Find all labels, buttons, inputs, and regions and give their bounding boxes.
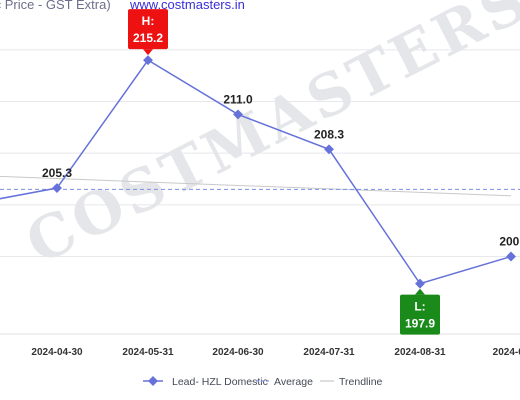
data-point [52, 183, 62, 193]
data-point [324, 144, 334, 155]
x-tick-label: 2024-04-30 [31, 347, 83, 358]
gridlines [0, 49, 520, 335]
low-callout-pointer [415, 288, 425, 295]
high-callout: H: 215.2 [128, 9, 168, 56]
high-callout-pointer [143, 49, 153, 56]
chart-subtitle: asic Price - GST Extra) [0, 0, 111, 12]
data-label: 211.0 [223, 92, 253, 106]
point-labels: 205.3 211.0 208.3 200. H: 215.2 L: 197.9 [42, 9, 520, 335]
high-callout-value: 215.2 [133, 31, 163, 45]
low-callout-label: L: [414, 300, 425, 314]
x-tick-label: 2024-05-31 [122, 347, 174, 358]
low-callout-value: 197.9 [405, 317, 435, 331]
x-tick-label: 2024-09 [493, 347, 520, 358]
high-callout-label: H: [142, 14, 155, 28]
trendline-layer [0, 175, 512, 197]
legend-average-label: Average [274, 376, 313, 388]
x-tick-label: 2024-08-31 [394, 347, 446, 358]
high-callout-box [128, 9, 168, 50]
x-tick-label: 2024-06-30 [212, 347, 264, 358]
legend-series-label: Lead- HZL Domestic [172, 376, 268, 388]
trendline [0, 175, 512, 197]
website-url[interactable]: www.costmasters.in [130, 0, 245, 12]
legend-trendline-label: Trendline [339, 376, 383, 388]
data-point [415, 278, 425, 289]
low-callout-box [400, 294, 440, 335]
legend-item-series[interactable]: Lead- HZL Domestic [143, 376, 268, 388]
x-axis-ticks: 2024-04-30 2024-05-31 2024-06-30 2024-07-31… [31, 347, 520, 358]
legend-item-average[interactable]: Average [256, 376, 313, 388]
data-point [506, 251, 516, 262]
data-point [143, 55, 153, 66]
low-callout: L: 197.9 [400, 288, 440, 335]
legend-item-trendline[interactable]: Trendline [320, 376, 383, 388]
data-label: 200. [499, 235, 520, 249]
watermark: COSTMASTERS [15, 0, 520, 277]
data-label: 205.3 [42, 166, 72, 180]
data-label: 208.3 [314, 127, 344, 141]
x-tick-label: 2024-07-31 [303, 347, 355, 358]
data-point [233, 109, 243, 120]
legend: Lead- HZL Domestic Average Trendline [143, 376, 383, 388]
series-layer [0, 55, 516, 289]
